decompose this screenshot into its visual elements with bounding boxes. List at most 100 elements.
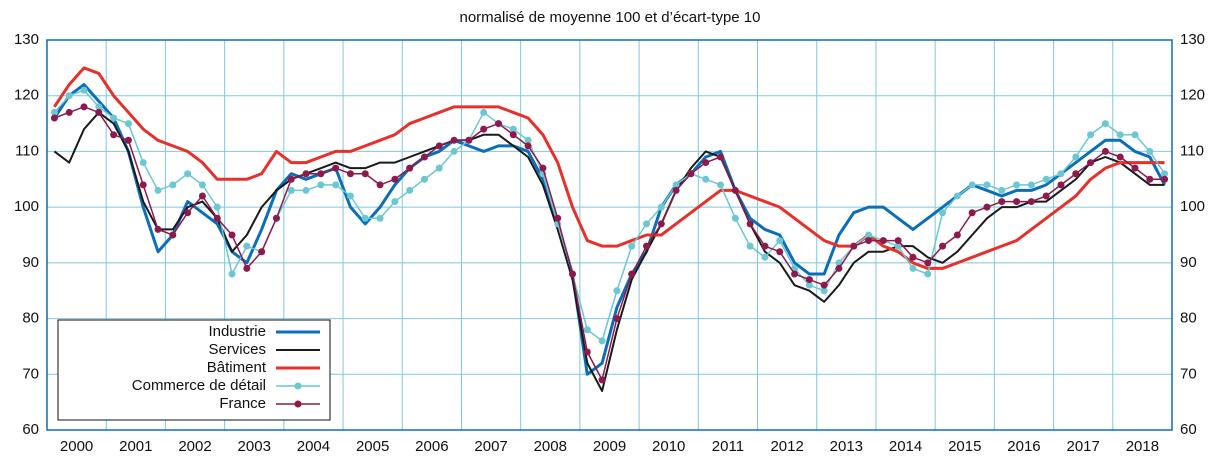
series-marker — [746, 242, 754, 250]
x-tick-label: 2017 — [1066, 438, 1099, 455]
series-marker — [1116, 153, 1124, 161]
x-tick-label: 2018 — [1126, 438, 1159, 455]
series-marker — [820, 287, 828, 295]
y-tick-label: 60 — [22, 421, 39, 438]
series-marker — [228, 231, 236, 239]
series-marker — [494, 120, 502, 128]
series-line — [53, 83, 1166, 376]
series-marker — [406, 186, 414, 194]
x-tick-label: 2012 — [770, 438, 803, 455]
series-marker — [805, 281, 813, 289]
x-tick-label: 2003 — [238, 438, 271, 455]
x-tick-label: 2011 — [712, 438, 744, 455]
series-marker — [480, 108, 488, 116]
x-tick-label: 2008 — [534, 438, 567, 455]
series-marker — [761, 242, 769, 250]
series-marker — [376, 214, 384, 222]
series-marker — [776, 237, 784, 245]
series-marker — [1146, 147, 1154, 155]
legend-marker — [294, 400, 302, 408]
series-marker — [968, 209, 976, 217]
legend-label: Industrie — [208, 323, 266, 340]
series-marker — [213, 214, 221, 222]
series-marker — [110, 114, 118, 122]
series-marker — [287, 175, 295, 183]
x-tick-label: 2016 — [1007, 438, 1040, 455]
series-marker — [480, 125, 488, 133]
series-marker — [1146, 175, 1154, 183]
series-marker — [435, 142, 443, 150]
series-marker — [554, 214, 562, 222]
series-marker — [1131, 164, 1139, 172]
series-marker — [50, 114, 58, 122]
series-marker — [154, 186, 162, 194]
series-marker — [643, 242, 651, 250]
series-marker — [346, 170, 354, 178]
plot-frame — [46, 39, 1173, 431]
series-marker — [154, 225, 162, 233]
series-marker — [391, 175, 399, 183]
y2-tick-label: 80 — [1180, 310, 1197, 327]
series-marker — [317, 170, 325, 178]
series-marker — [1027, 181, 1035, 189]
x-tick-label: 2014 — [889, 438, 922, 455]
series-marker — [1072, 153, 1080, 161]
series-marker — [184, 209, 192, 217]
series-marker — [376, 181, 384, 189]
series-marker — [406, 164, 414, 172]
series-marker — [524, 142, 532, 150]
series-marker — [805, 276, 813, 284]
x-tick-label: 2009 — [593, 438, 626, 455]
series-marker — [124, 120, 132, 128]
series-marker — [968, 181, 976, 189]
y-tick-label: 110 — [15, 142, 39, 159]
series-marker — [1087, 159, 1095, 167]
series-marker — [317, 181, 325, 189]
legend-box — [57, 319, 331, 421]
y-tick-label: 90 — [22, 254, 39, 271]
series-marker — [879, 237, 887, 245]
series-marker — [835, 264, 843, 272]
y-tick-label: 80 — [22, 310, 39, 327]
series-marker — [924, 270, 932, 278]
series-marker — [894, 237, 902, 245]
series-marker — [228, 270, 236, 278]
series-marker — [302, 186, 310, 194]
series-marker — [1161, 175, 1169, 183]
series-marker — [924, 259, 932, 267]
series-marker — [361, 170, 369, 178]
y2-tick-label: 120 — [1180, 87, 1205, 104]
y2-tick-label: 70 — [1180, 365, 1197, 382]
series-marker — [332, 164, 340, 172]
series-marker — [287, 186, 295, 194]
series-marker — [909, 264, 917, 272]
series-marker — [1013, 181, 1021, 189]
series-marker — [613, 315, 621, 323]
x-tick-label: 2007 — [474, 438, 507, 455]
series-marker — [346, 192, 354, 200]
y2-tick-label: 130 — [1180, 31, 1205, 48]
x-tick-label: 2000 — [60, 438, 93, 455]
y-tick-label: 120 — [14, 87, 39, 104]
series-marker — [65, 108, 73, 116]
series-marker — [761, 253, 769, 261]
y-tick-label: 100 — [14, 198, 39, 215]
series-marker — [420, 153, 428, 161]
legend-label: France — [219, 395, 266, 412]
series-marker — [953, 192, 961, 200]
series-marker — [1057, 170, 1065, 178]
x-tick-label: 2001 — [119, 438, 152, 455]
series-marker — [524, 136, 532, 144]
series-marker — [598, 337, 606, 345]
series-marker — [583, 348, 591, 356]
series-marker — [643, 220, 651, 228]
series-marker — [95, 108, 103, 116]
series-marker — [1131, 131, 1139, 139]
x-tick-label: 2002 — [178, 438, 211, 455]
series-marker — [672, 186, 680, 194]
series-marker — [302, 170, 310, 178]
series-marker — [850, 242, 858, 250]
series-marker — [568, 270, 576, 278]
series-marker — [820, 281, 828, 289]
